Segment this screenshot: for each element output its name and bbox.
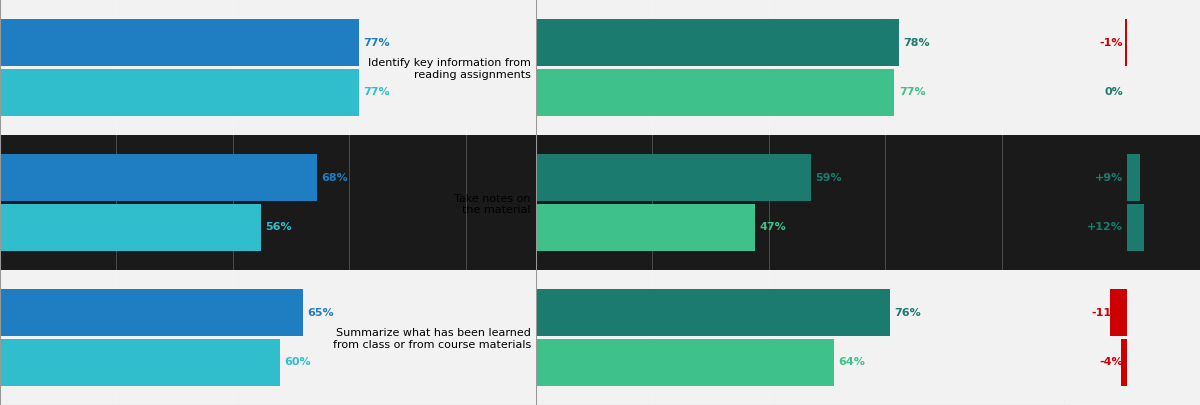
- Bar: [0, 270, 535, 405]
- Bar: [0, 289, 302, 336]
- Text: -11%: -11%: [1092, 307, 1123, 318]
- Bar: [535, 204, 755, 251]
- Text: 76%: 76%: [894, 307, 922, 318]
- Text: 78%: 78%: [904, 38, 930, 47]
- Text: 64%: 64%: [839, 358, 865, 367]
- Bar: [535, 0, 1072, 135]
- Text: +9%: +9%: [1094, 173, 1123, 183]
- Text: +12%: +12%: [1087, 222, 1123, 232]
- Bar: [535, 154, 810, 201]
- Bar: [1072, 0, 1200, 135]
- Bar: [1110, 289, 1127, 336]
- Bar: [0, 154, 317, 201]
- Bar: [0, 204, 260, 251]
- Text: 56%: 56%: [265, 222, 292, 232]
- Text: 47%: 47%: [760, 222, 786, 232]
- Bar: [1072, 135, 1200, 270]
- Text: 60%: 60%: [284, 358, 311, 367]
- Bar: [1127, 204, 1144, 251]
- Text: 77%: 77%: [899, 87, 925, 98]
- Text: 65%: 65%: [307, 307, 334, 318]
- Bar: [535, 339, 834, 386]
- Bar: [1126, 19, 1127, 66]
- Text: 77%: 77%: [364, 38, 390, 47]
- Bar: [535, 270, 1072, 405]
- Bar: [0, 135, 535, 270]
- Bar: [1121, 339, 1127, 386]
- Bar: [0, 19, 359, 66]
- Text: 0%: 0%: [1104, 87, 1123, 98]
- Bar: [535, 289, 889, 336]
- Bar: [535, 69, 894, 116]
- Text: -1%: -1%: [1099, 38, 1123, 47]
- Text: 77%: 77%: [364, 87, 390, 98]
- Bar: [1127, 154, 1140, 201]
- Bar: [0, 69, 359, 116]
- Bar: [535, 135, 1072, 270]
- Bar: [535, 19, 899, 66]
- Text: -4%: -4%: [1099, 358, 1123, 367]
- Bar: [0, 339, 280, 386]
- Bar: [0, 0, 535, 135]
- Text: 68%: 68%: [322, 173, 348, 183]
- Text: 59%: 59%: [815, 173, 842, 183]
- Bar: [1072, 270, 1200, 405]
